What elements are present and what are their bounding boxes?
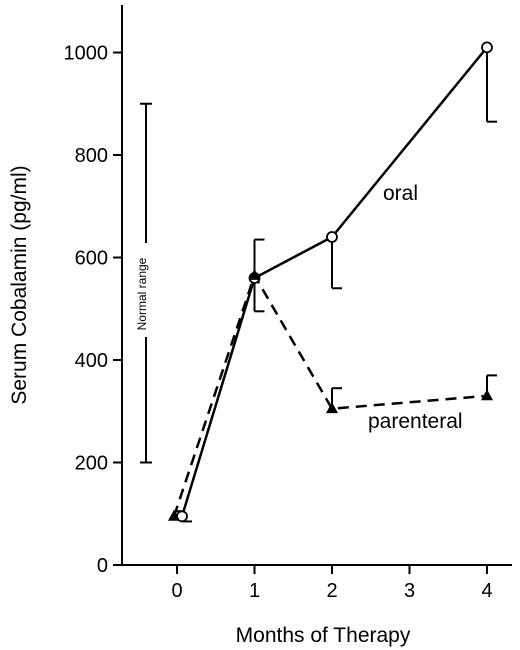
x-tick-label: 3 bbox=[404, 580, 415, 602]
parenteral-series-line bbox=[172, 272, 488, 517]
parenteral-point bbox=[248, 268, 261, 280]
y-tick-label: 0 bbox=[97, 555, 108, 577]
x-tick-label: 2 bbox=[326, 580, 337, 602]
oral-series-line bbox=[180, 46, 488, 517]
normal-range-label: Normal range bbox=[135, 257, 149, 330]
x-axis-title: Months of Therapy bbox=[236, 624, 411, 647]
y-tick-label: 200 bbox=[75, 453, 108, 475]
plot-area bbox=[168, 41, 497, 523]
parenteral-point bbox=[481, 389, 493, 401]
oral-series-label: oral bbox=[383, 182, 418, 205]
labels: Months of Therapy Serum Cobalamin (pg/ml)… bbox=[8, 165, 463, 647]
oral-point bbox=[326, 231, 338, 243]
x-tick-label: 1 bbox=[249, 580, 260, 602]
axes: 0 200 400 600 800 1000 0 1 2 3 4 bbox=[64, 5, 512, 602]
parenteral-series-label: parenteral bbox=[368, 410, 463, 433]
y-tick-label: 1000 bbox=[64, 43, 109, 65]
y-tick-label: 800 bbox=[75, 145, 108, 167]
parenteral-point bbox=[168, 509, 180, 521]
y-tick-label: 600 bbox=[75, 248, 108, 270]
normal-range: Normal range bbox=[135, 102, 152, 464]
x-tick-label: 0 bbox=[171, 580, 182, 602]
y-tick-label: 400 bbox=[75, 350, 108, 372]
parenteral-point bbox=[326, 402, 338, 414]
y-axis-title: Serum Cobalamin (pg/ml) bbox=[8, 165, 31, 404]
x-tick-label: 4 bbox=[481, 580, 492, 602]
oral-point bbox=[481, 41, 493, 54]
